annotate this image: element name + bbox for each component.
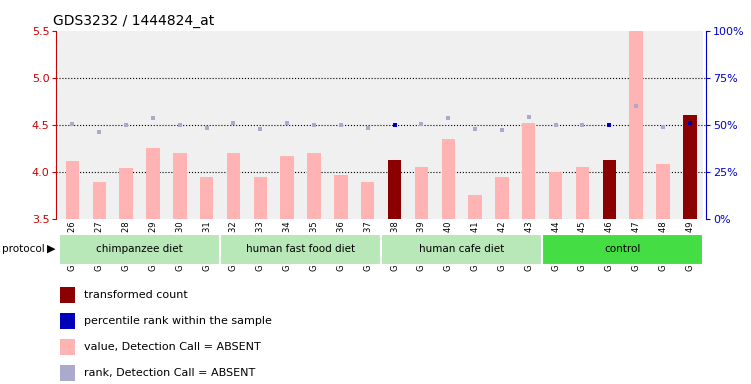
Bar <box>86 31 113 219</box>
Bar <box>650 31 677 219</box>
Bar <box>254 177 267 219</box>
Bar <box>60 365 75 381</box>
Bar <box>677 31 703 219</box>
Bar <box>388 160 401 219</box>
Bar <box>146 148 160 219</box>
Bar <box>274 31 300 219</box>
Bar <box>59 31 86 219</box>
Bar <box>60 313 75 329</box>
Bar <box>435 31 462 219</box>
Bar <box>66 162 79 219</box>
Text: GDS3232 / 1444824_at: GDS3232 / 1444824_at <box>53 14 214 28</box>
Text: ▶: ▶ <box>47 244 55 254</box>
Bar <box>280 156 294 219</box>
Bar <box>629 31 643 219</box>
Bar <box>488 31 515 219</box>
Bar <box>300 31 327 219</box>
Bar <box>623 31 650 219</box>
Text: chimpanzee diet: chimpanzee diet <box>96 244 183 254</box>
Bar <box>549 172 562 219</box>
Bar <box>59 234 220 265</box>
Bar <box>167 31 193 219</box>
Bar <box>381 31 408 219</box>
Bar <box>381 234 542 265</box>
Text: percentile rank within the sample: percentile rank within the sample <box>84 316 272 326</box>
Bar <box>247 31 274 219</box>
Bar <box>569 31 596 219</box>
Bar <box>354 31 381 219</box>
Bar <box>92 182 106 219</box>
Bar <box>495 177 508 219</box>
Bar <box>683 116 696 219</box>
Bar <box>515 31 542 219</box>
Bar <box>542 234 703 265</box>
Bar <box>442 139 455 219</box>
Text: human cafe diet: human cafe diet <box>419 244 504 254</box>
Bar <box>462 31 488 219</box>
Bar <box>334 175 348 219</box>
Bar <box>113 31 140 219</box>
Bar <box>596 31 623 219</box>
Bar <box>522 123 535 219</box>
Bar <box>60 287 75 303</box>
Text: protocol: protocol <box>2 244 45 254</box>
Text: human fast food diet: human fast food diet <box>246 244 355 254</box>
Bar <box>408 31 435 219</box>
Bar <box>602 160 616 219</box>
Bar <box>307 153 321 219</box>
Bar <box>193 31 220 219</box>
Bar <box>327 31 354 219</box>
Bar <box>200 177 213 219</box>
Bar <box>140 31 167 219</box>
Bar <box>576 167 590 219</box>
Text: value, Detection Call = ABSENT: value, Detection Call = ABSENT <box>84 342 261 352</box>
Text: rank, Detection Call = ABSENT: rank, Detection Call = ABSENT <box>84 368 255 378</box>
Bar <box>173 153 186 219</box>
Text: control: control <box>605 244 641 254</box>
Bar <box>656 164 670 219</box>
Bar <box>542 31 569 219</box>
Bar <box>60 339 75 355</box>
Bar <box>361 182 375 219</box>
Bar <box>220 31 247 219</box>
Bar <box>227 153 240 219</box>
Bar <box>469 195 482 219</box>
Bar <box>220 234 381 265</box>
Text: transformed count: transformed count <box>84 290 188 300</box>
Bar <box>415 167 428 219</box>
Bar <box>119 168 133 219</box>
